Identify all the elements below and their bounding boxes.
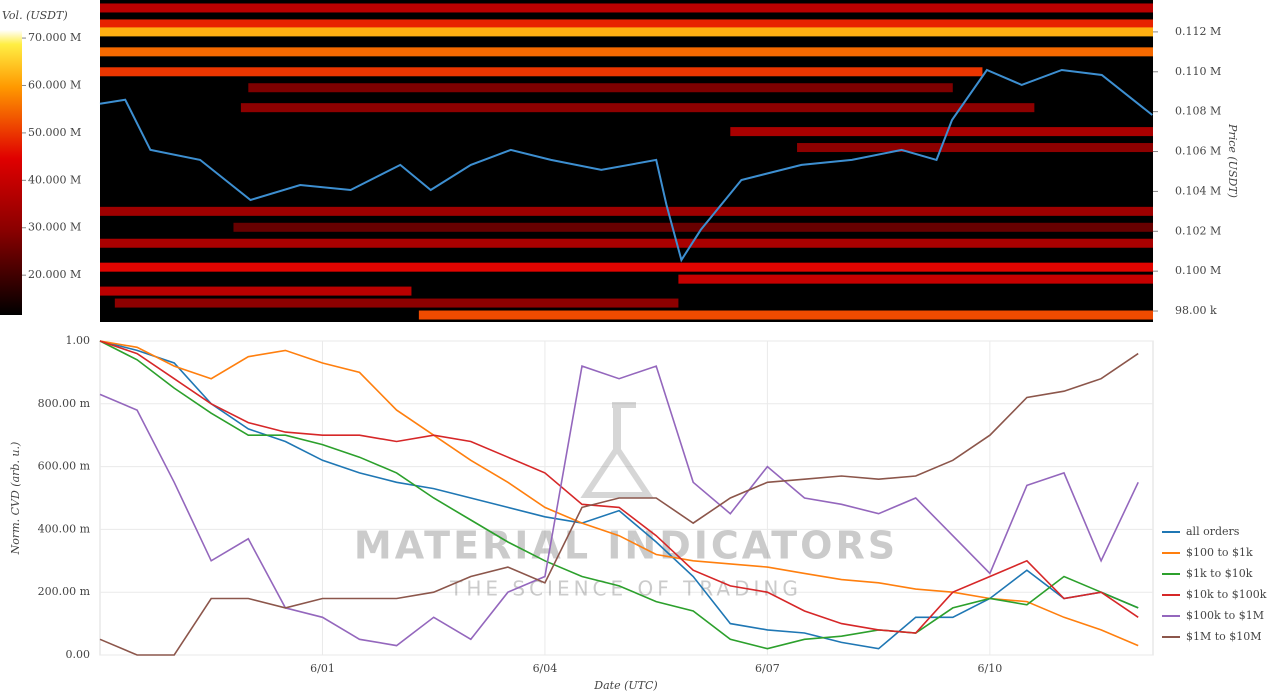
volume-band — [100, 19, 1153, 29]
y-tick-label: 200.00 m — [38, 585, 91, 598]
y-tick-label: 0.00 — [66, 648, 91, 661]
colorbar-tick-label: 50.000 M — [28, 126, 81, 139]
cvd-line — [99, 340, 1139, 650]
y-tick-label: 800.00 m — [38, 397, 91, 410]
volume-band — [100, 262, 1153, 272]
cvd-line — [99, 340, 1139, 647]
cvd-line — [99, 340, 1139, 650]
watermark-icon — [580, 402, 654, 498]
x-tick-label: 6/04 — [533, 662, 558, 675]
y-tick-label: 0.104 M — [1175, 184, 1221, 197]
colorbar-label: Vol. (USDT) — [2, 9, 68, 22]
cvd-line — [99, 365, 1139, 647]
y-tick-label: 400.00 m — [38, 522, 91, 535]
heatmap-bands — [100, 3, 1153, 320]
volume-band — [240, 103, 1035, 113]
legend-label: $1k to $10k — [1186, 567, 1253, 580]
x-axis-label: Date (UTC) — [593, 679, 657, 692]
volume-band — [100, 238, 1153, 248]
cvd-line — [99, 340, 1139, 634]
volume-band — [233, 222, 1153, 232]
y-axis-label: Norm. CVD (arb. u.) — [9, 442, 22, 556]
colorbar-tick-label: 70.000 M — [28, 31, 81, 44]
legend-label: $100k to $1M — [1186, 609, 1264, 622]
x-tick-label: 6/07 — [755, 662, 780, 675]
volume-band — [248, 83, 953, 93]
y-tick-label: 98.00 k — [1175, 304, 1217, 317]
colorbar-tick-label: 40.000 M — [28, 173, 81, 186]
colorbar-tick-label: 20.000 M — [28, 268, 81, 281]
volume-band — [418, 310, 1153, 320]
y-tick-label: 0.110 M — [1175, 65, 1221, 78]
colorbar-tick-label: 60.000 M — [28, 78, 81, 91]
volume-band — [114, 298, 679, 308]
colorbar-tick-label: 30.000 M — [28, 221, 81, 234]
x-tick-label: 6/10 — [978, 662, 1003, 675]
y-tick-label: 0.100 M — [1175, 264, 1221, 277]
volume-band — [100, 47, 1153, 57]
cvd-line — [99, 352, 1139, 656]
watermark-title: MATERIAL INDICATORS — [354, 524, 898, 568]
volume-band — [100, 27, 1153, 37]
legend-label: $100 to $1k — [1186, 546, 1253, 559]
legend-label: $1M to $10M — [1186, 630, 1262, 643]
volume-band — [100, 3, 1153, 13]
watermark: MATERIAL INDICATORS THE SCIENCE OF TRADI… — [354, 402, 898, 601]
x-tick-label: 6/01 — [310, 662, 335, 675]
y-tick-label: 0.102 M — [1175, 224, 1221, 237]
volume-band — [678, 274, 1153, 284]
volume-band — [797, 143, 1153, 153]
y-tick-label: 600.00 m — [38, 460, 91, 473]
volume-band — [100, 286, 412, 296]
price-axis-label: Price (USDT) — [1226, 123, 1239, 198]
y-tick-label: 1.00 — [66, 334, 91, 347]
legend-label: all orders — [1186, 525, 1240, 538]
y-tick-label: 0.112 M — [1175, 25, 1221, 38]
volume-band — [730, 127, 1153, 137]
colorbar — [0, 30, 22, 315]
y-tick-label: 0.108 M — [1175, 105, 1221, 118]
legend-label: $10k to $100k — [1186, 588, 1267, 601]
volume-band — [100, 206, 1153, 216]
price-line — [99, 68, 1153, 263]
volume-band — [100, 67, 983, 77]
y-tick-label: 0.106 M — [1175, 145, 1221, 158]
